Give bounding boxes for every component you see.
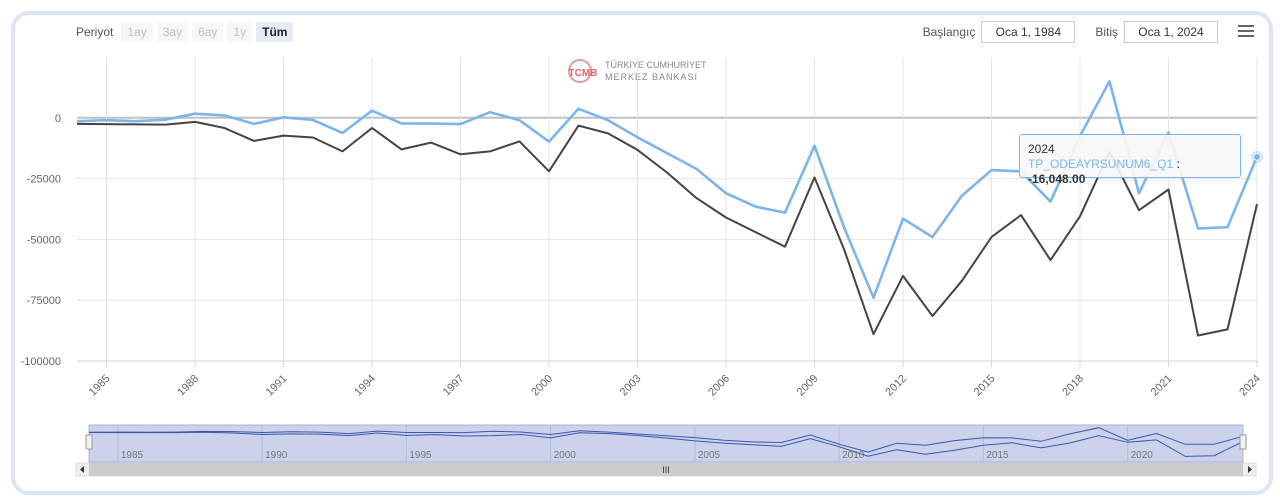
date-range-inputs: Başlangıç Bitiş: [923, 21, 1218, 43]
period-label: Periyot: [76, 25, 114, 39]
y-tick-label: 0: [55, 113, 61, 125]
series-line-blue: [76, 80, 1259, 300]
navigator-tick-label: 2015: [986, 450, 1009, 461]
y-tick-label: -50000: [27, 234, 61, 246]
navigator-tick-label: 1995: [409, 450, 432, 461]
hamburger-menu-icon[interactable]: [1238, 25, 1254, 39]
navigator-line: [88, 427, 1244, 453]
range-button-all[interactable]: Tüm: [256, 22, 294, 42]
y-tick-label: -25000: [27, 174, 61, 186]
scrollbar-grip: III: [662, 465, 670, 475]
x-tick-label: 2015: [972, 373, 998, 399]
range-button-1ay[interactable]: 1ay: [121, 22, 153, 42]
tooltip-year: 2024: [1028, 142, 1055, 156]
y-tick-label: -100000: [21, 356, 61, 368]
period-selector: Periyot 1ay 3ay 6ay 1y Tüm: [76, 22, 294, 42]
x-tick-label: 1985: [87, 373, 113, 399]
x-tick-label: 2006: [706, 373, 732, 399]
navigator-tick-label: 2020: [1131, 450, 1154, 461]
scroll-left-arrow-icon: [80, 466, 84, 473]
range-button-6ay[interactable]: 6ay: [192, 22, 224, 42]
navigator-tick-label: 2010: [842, 450, 865, 461]
tooltip-separator: :: [1173, 157, 1180, 171]
tooltip-series: TP_ODEAYRSUNUM6_Q1: [1028, 157, 1174, 171]
tcmb-watermark: TCMB TÜRKİYE CUMHURİYET MERKEZ BANKASI: [568, 59, 707, 83]
tooltip: 2024 TP_ODEAYRSUNUM6_Q1 : -16,048.00: [1019, 134, 1241, 186]
logo-monogram: TCMB: [569, 68, 598, 79]
navigator-handle-right: [1239, 434, 1247, 450]
navigator-line: [88, 431, 1244, 457]
navigator-tick-label: 1990: [265, 450, 288, 461]
navigator-selection: [88, 424, 1244, 463]
scrollbar-thumb: [89, 463, 1243, 476]
watermark-line2: MERKEZ BANKASI: [605, 72, 698, 82]
range-button-3ay[interactable]: 3ay: [156, 22, 189, 42]
series-line-dark: [76, 120, 1258, 337]
x-tick-label: 2009: [795, 373, 821, 399]
navigator-tick-label: 2000: [554, 450, 577, 461]
navigator-tick-label: 2005: [698, 450, 721, 461]
x-tick-label: 2003: [618, 373, 644, 399]
hover-point: [1253, 152, 1261, 161]
end-date-label: Bitiş: [1095, 25, 1118, 39]
range-button-1y[interactable]: 1y: [227, 22, 253, 42]
scroll-right-arrow-icon: [1248, 466, 1252, 473]
x-tick-label: 2021: [1149, 373, 1175, 399]
watermark-line1: TÜRKİYE CUMHURİYET: [605, 60, 707, 70]
x-tick-label: 2018: [1060, 373, 1086, 399]
end-date-input[interactable]: [1124, 21, 1218, 43]
x-tick-label: 1988: [175, 373, 201, 399]
x-tick-label: 1994: [352, 373, 378, 399]
x-tick-label: 2000: [529, 373, 555, 399]
x-tick-label: 1997: [441, 373, 467, 399]
logo-ring: [568, 59, 592, 83]
tooltip-value: -16,048.00: [1028, 172, 1086, 186]
x-tick-label: 2012: [883, 373, 909, 399]
start-date-label: Başlangıç: [922, 25, 976, 39]
x-tick-label: 2024: [1237, 373, 1263, 399]
chart-frame: [11, 11, 1273, 495]
x-tick-label: 1991: [264, 373, 290, 399]
navigator-handle-left: [85, 434, 93, 450]
start-date-input[interactable]: [981, 21, 1076, 43]
navigator-tick-label: 1985: [121, 450, 144, 461]
y-tick-label: -75000: [27, 295, 61, 307]
